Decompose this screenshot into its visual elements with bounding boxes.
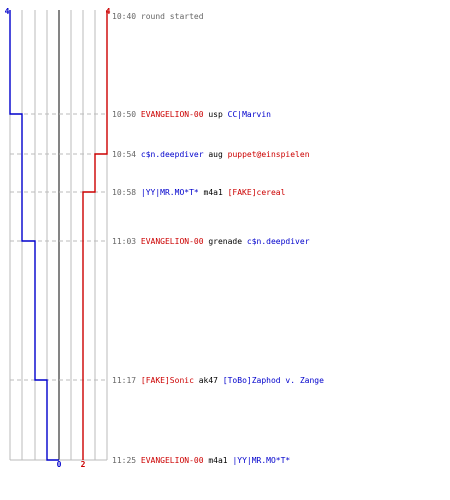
weapon-label: m4a1 [204,456,233,465]
blue-player-name: CC|Marvin [228,110,272,119]
event-line: 10:50 EVANGELION-00 usp CC|Marvin [112,110,271,119]
axis-labels: 4 4 0 2 [5,7,111,469]
red-final-score: 2 [81,460,86,469]
blue-team-line [9,10,59,461]
blue-top-score: 4 [5,7,10,16]
blue-player-name: [ToBo]Zaphod v. Zange [223,376,324,385]
status-label: round started [141,12,204,21]
weapon-label: grenade [204,237,247,246]
blue-player-name: c$n.deepdiver [141,150,204,159]
event-line: 11:25 EVANGELION-00 m4a1 |YY|MR.MO*T* [112,456,290,465]
blue-player-name: |YY|MR.MO*T* [232,456,290,465]
event-time: 11:03 [112,237,141,246]
event-line: 11:17 [FAKE]Sonic ak47 [ToBo]Zaphod v. Z… [112,376,324,385]
red-player-name: puppet@einspielen [228,150,310,159]
event-line: 10:40 round started [112,12,204,21]
event-time: 10:58 [112,188,141,197]
red-player-name: [FAKE]Sonic [141,376,194,385]
red-player-name: EVANGELION-00 [141,237,204,246]
red-player-name: [FAKE]cereal [228,188,286,197]
blue-player-name: c$n.deepdiver [247,237,310,246]
weapon-label: usp [204,110,228,119]
red-player-name: EVANGELION-00 [141,456,204,465]
red-top-score: 4 [106,7,111,16]
event-log: 10:40 round started 10:50 EVANGELION-00 u… [112,12,324,465]
red-player-name: EVANGELION-00 [141,110,204,119]
weapon-label: m4a1 [199,188,228,197]
blue-final-score: 0 [57,460,62,469]
event-time: 11:17 [112,376,141,385]
team-lines [9,10,108,461]
weapon-label: ak47 [194,376,223,385]
red-team-line [82,10,108,460]
weapon-label: aug [204,150,228,159]
event-time: 11:25 [112,456,141,465]
event-time: 10:54 [112,150,141,159]
event-line: 11:03 EVANGELION-00 grenade c$n.deepdive… [112,237,310,246]
event-time: 10:40 [112,12,141,21]
event-time: 10:50 [112,110,141,119]
grid-lines [9,10,108,461]
event-line: 10:58 |YY|MR.MO*T* m4a1 [FAKE]cereal [112,188,286,197]
blue-player-name: |YY|MR.MO*T* [141,188,199,197]
event-line: 10:54 c$n.deepdiver aug puppet@einspiele… [112,150,310,159]
